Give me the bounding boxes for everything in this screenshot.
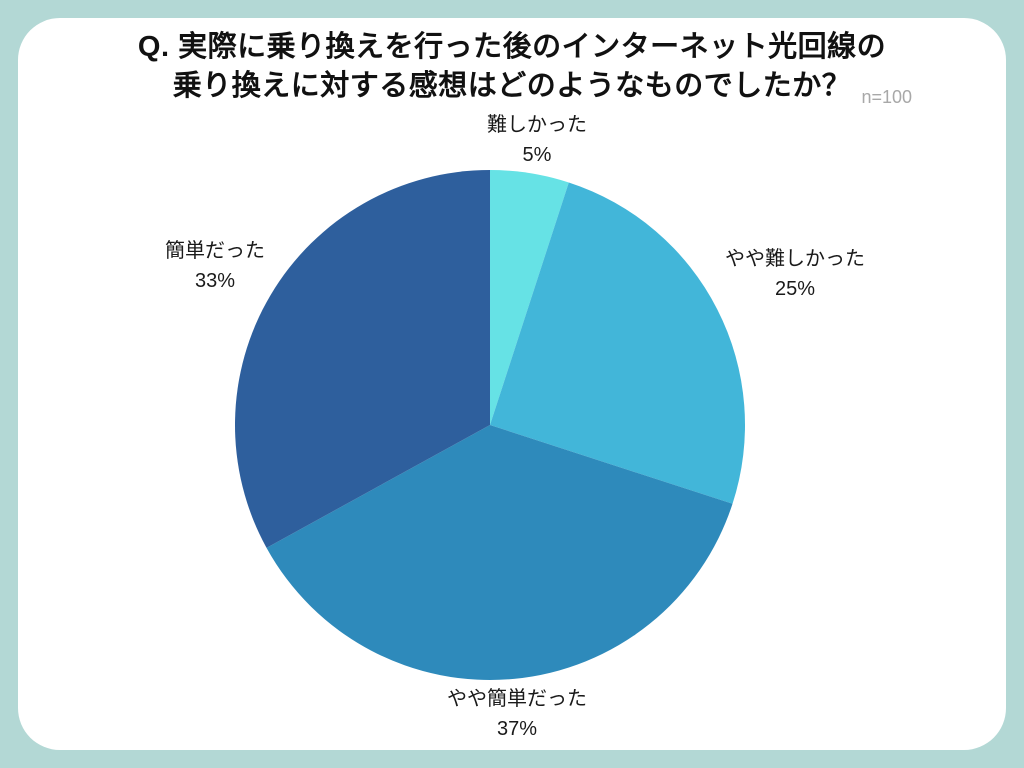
pie-slice-2 bbox=[266, 425, 733, 681]
sample-size-note: n=100 bbox=[861, 87, 912, 107]
slice-label-percent: 37% bbox=[496, 718, 538, 740]
slice-label-percent: 25% bbox=[774, 278, 816, 300]
slice-label-percent: 5% bbox=[522, 144, 552, 166]
pie-chart bbox=[234, 170, 746, 681]
pie-slice-1 bbox=[490, 182, 746, 504]
slice-label-somewhat-difficult: やや難しかった 25% bbox=[670, 244, 920, 304]
chart-title-line2: 乗り換えに対する感想はどのようなものでしたか？ bbox=[172, 70, 852, 102]
slice-label-text: やや難しかった bbox=[725, 248, 865, 270]
chart-title: Q. 実際に乗り換えを行った後のインターネット光回線の 乗り換えに対する感想はど… bbox=[0, 28, 1024, 106]
slice-label-text: 簡単だった bbox=[165, 240, 265, 262]
slice-label-text: やや簡単だった bbox=[447, 688, 587, 710]
slice-label-text: 難しかった bbox=[487, 114, 587, 136]
slice-label-easy: 簡単だった 33% bbox=[90, 236, 340, 296]
pie-slice-0 bbox=[490, 170, 569, 425]
chart-title-line1: Q. 実際に乗り換えを行った後のインターネット光回線の bbox=[137, 31, 887, 63]
pie-slice-3 bbox=[234, 170, 490, 548]
slice-label-percent: 33% bbox=[194, 270, 236, 292]
slice-label-difficult: 難しかった 5% bbox=[412, 110, 662, 170]
slice-label-somewhat-easy: やや簡単だった 37% bbox=[392, 684, 642, 744]
